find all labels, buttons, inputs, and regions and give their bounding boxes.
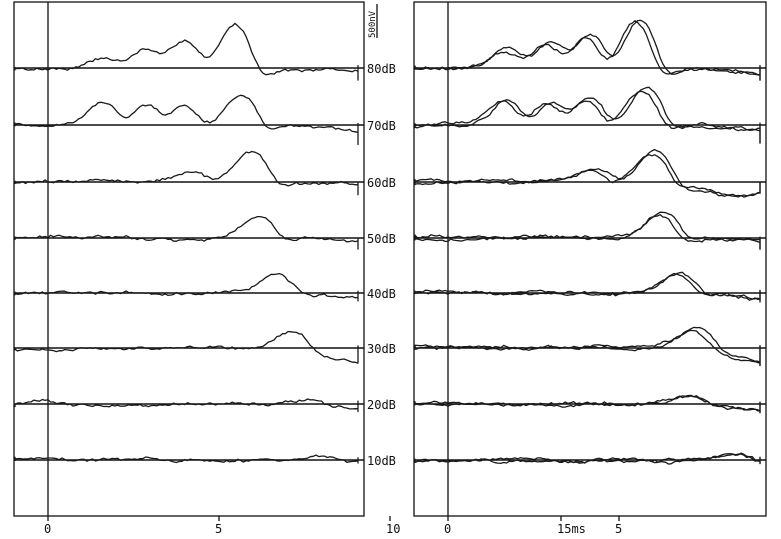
x-tick-label: 5 <box>215 522 222 536</box>
waveform-50dB-trace-2 <box>414 211 761 250</box>
x-tick-label: 15ms <box>557 522 586 536</box>
waveform-70dB-trace-2 <box>414 86 761 144</box>
level-label-70dB: 70dB <box>367 119 396 133</box>
waveform-80dB-trace-2 <box>414 19 761 81</box>
level-label-60dB: 60dB <box>367 176 396 190</box>
x-tick-label: 10 <box>386 522 400 536</box>
scale-bar-label: 500nV <box>368 10 378 38</box>
level-label-40dB: 40dB <box>367 287 396 301</box>
level-labels: 80dB 70dB 60dB 50dB 40dB 30dB 20dB 10dB 500nV <box>367 4 396 468</box>
waveform-20dB-trace-1 <box>14 398 359 413</box>
x-tick-label: 5 <box>615 522 622 536</box>
waveform-20dB-trace-2 <box>414 394 761 414</box>
x-tick-label: 0 <box>44 522 51 536</box>
x-tick-label: 0 <box>444 522 451 536</box>
level-label-50dB: 50dB <box>367 232 396 246</box>
waveform-40dB-trace-2 <box>414 271 761 303</box>
waveform-80dB-trace-1 <box>414 20 761 81</box>
level-label-80dB: 80dB <box>367 62 396 76</box>
waveform-50dB-trace-1 <box>14 215 359 250</box>
waveform-40dB-trace-1 <box>14 273 359 302</box>
panel-frame <box>413 1 767 517</box>
left-panel: 0 5 10 15ms <box>13 1 586 536</box>
waveform-60dB-trace-1 <box>14 150 359 196</box>
waveform-50dB-trace-1 <box>414 214 761 250</box>
panel-frame <box>13 1 365 517</box>
waveform-80dB-trace-1 <box>14 22 359 81</box>
waveform-10dB-trace-2 <box>414 452 761 465</box>
waveform-60dB-trace-2 <box>414 148 761 198</box>
level-label-20dB: 20dB <box>367 398 396 412</box>
level-label-10dB: 10dB <box>367 454 396 468</box>
waveform-70dB-trace-1 <box>414 90 761 144</box>
waveform-30dB-trace-2 <box>414 326 761 367</box>
waveform-70dB-trace-1 <box>14 94 359 146</box>
level-label-30dB: 30dB <box>367 342 396 356</box>
waveform-40dB-trace-1 <box>414 272 761 302</box>
waveform-30dB-trace-1 <box>14 330 359 364</box>
waveform-60dB-trace-1 <box>414 154 761 197</box>
waveform-10dB-trace-1 <box>14 454 359 464</box>
